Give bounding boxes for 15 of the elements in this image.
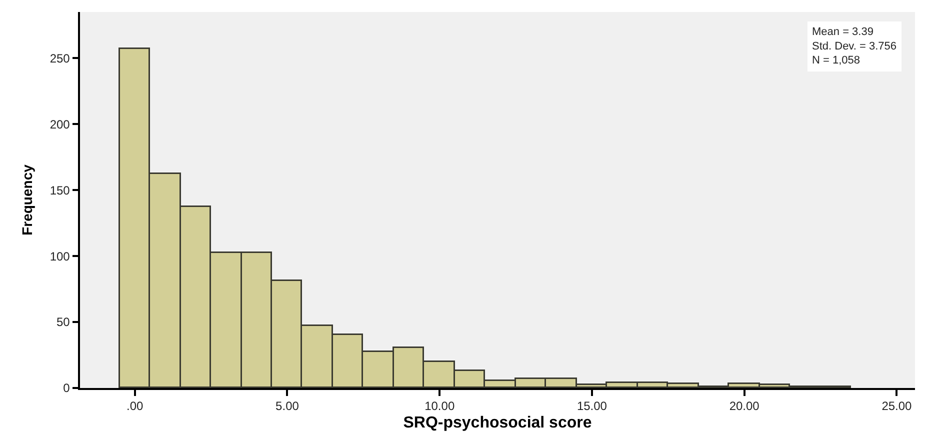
x-tick-label: .00: [126, 399, 144, 414]
x-tick-label: 15.00: [576, 399, 608, 414]
y-tick-label: 50: [56, 315, 70, 330]
x-tick-label: 20.00: [729, 399, 760, 414]
x-tick-label: 25.00: [882, 399, 912, 414]
annotation: Mean = 3.39 Std. Dev. = 3.756 N = 1,058: [812, 26, 896, 67]
y-tick-label: 150: [50, 183, 70, 198]
y-axis-title: Frequency: [18, 164, 35, 236]
x-tick-label: 10.00: [424, 399, 455, 414]
y-tick-label: 0: [63, 381, 70, 396]
x-tick-label: 5.00: [276, 399, 300, 414]
y-tick-label: 200: [50, 117, 70, 132]
y-tick-label: 250: [50, 51, 70, 66]
x-axis-title: SRQ-psychosocial score: [403, 414, 592, 432]
y-tick-label: 100: [50, 249, 70, 264]
